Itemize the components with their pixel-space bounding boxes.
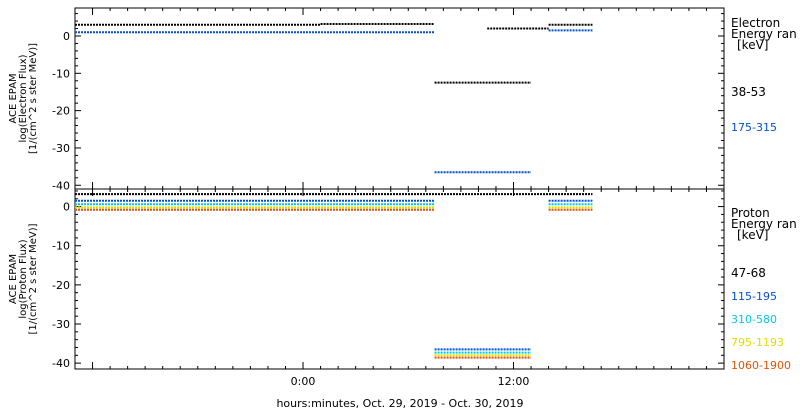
y-axis-title-line: ACE EPAM — [8, 254, 19, 304]
y-tick-label: -40 — [52, 357, 70, 370]
y-axis-title-line: log(Electron Flux) — [18, 54, 29, 142]
panel-proton: 0 -10 -20 -30 -40 0:00 12:00 ACE EPAMlog(Proton… — [8, 188, 797, 388]
y-tick-label: -30 — [52, 142, 70, 155]
y-axis-title-line: [1/(cm^2 s ster MeV)] — [28, 43, 39, 154]
y-axis-title-line: ACE EPAM — [8, 73, 19, 123]
x-tick-label: 12:00 — [498, 375, 530, 388]
legend-title-line: [keV] — [737, 228, 768, 242]
y-tick-label: -40 — [52, 179, 70, 192]
series-1060-1900 — [75, 208, 593, 359]
series-115-195 — [75, 199, 593, 351]
y-tick-label: -20 — [52, 279, 70, 292]
y-axis-title-line: log(Proton Flux) — [18, 239, 29, 318]
y-tick-label: 0 — [63, 201, 70, 214]
series-795-1193 — [75, 206, 593, 357]
series-310-580 — [75, 203, 593, 354]
legend-title-line: Energy ran — [731, 217, 797, 231]
legend-title-line: [keV] — [737, 38, 768, 52]
series-175-315 — [75, 29, 593, 174]
legend-title-line: Proton — [731, 206, 770, 220]
y-axis-title-line: [1/(cm^2 s ster MeV)] — [28, 223, 39, 334]
legend-entry: 795-1193 — [731, 336, 784, 349]
plot-frame — [74, 188, 725, 370]
y-axis-title: ACE EPAMlog(Electron Flux)[1/(cm^2 s ste… — [8, 43, 39, 154]
legend-title-line: Electron — [731, 16, 780, 30]
plot-frame — [74, 7, 725, 190]
legend-entry: 47-68 — [731, 266, 766, 280]
legend-title-line: Energy ran — [731, 27, 797, 41]
x-axis-title: hours:minutes, Oct. 29, 2019 - Oct. 30, … — [276, 397, 523, 410]
legend-title: Proton Energy ran [keV] — [731, 206, 797, 242]
y-tick-label: -10 — [52, 240, 70, 253]
y-tick-label: -20 — [52, 105, 70, 118]
y-tick-label: 0 — [63, 30, 70, 43]
legend-entry: 38-53 — [731, 85, 766, 99]
x-tick-label: 0:00 — [291, 375, 316, 388]
legend-entry: 175-315 — [731, 121, 777, 134]
legend-title: Electron Energy ran [keV] — [731, 16, 797, 52]
legend-entry: 115-195 — [731, 290, 777, 303]
y-tick-label: -10 — [52, 67, 70, 80]
legend-entry: 310-580 — [731, 313, 777, 326]
series-38-53 — [75, 23, 593, 84]
y-axis-title: ACE EPAMlog(Proton Flux)[1/(cm^2 s ster … — [8, 223, 39, 334]
legend-entry: 1060-1900 — [731, 359, 791, 372]
y-tick-label: -30 — [52, 318, 70, 331]
